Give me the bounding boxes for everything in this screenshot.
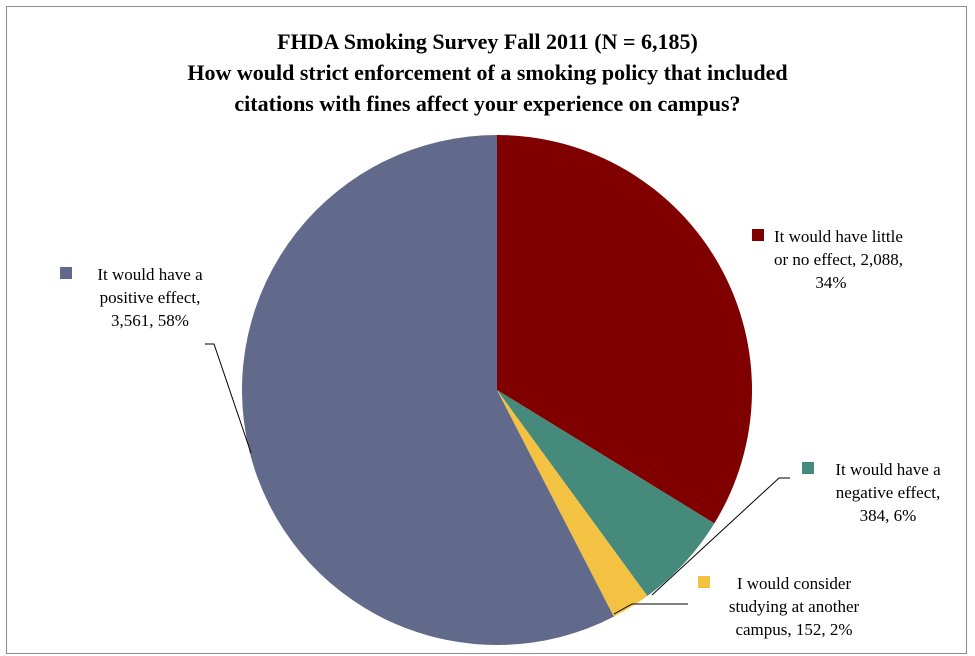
- legend-key-it-would-have-a-positive-effect: [60, 267, 72, 279]
- leader-line-it-would-have-a-negative-effect: [651, 477, 790, 596]
- data-label-line: It would have a: [97, 265, 203, 284]
- data-label-line: 384, 6%: [860, 506, 917, 525]
- pie-slice-it-would-have-a-negative-effect: [497, 390, 715, 596]
- legend-key-i-would-consider-studying-at-another-campus: [698, 576, 710, 588]
- data-label-i-would-consider-studying-at-another-campus: I would consider studying at another campu…: [729, 574, 860, 639]
- data-label-line: or no effect, 2,088,: [774, 250, 903, 269]
- legend-key-it-would-have-little-or-no-effect: [752, 229, 764, 241]
- data-label-line: campus, 152, 2%: [735, 620, 852, 639]
- data-label-line: 34%: [815, 273, 846, 292]
- chart-title-line-3: citations with fines affect your experie…: [234, 91, 741, 116]
- data-label-line: I would consider: [737, 574, 852, 593]
- leader-line-i-would-consider-studying-at-another-campus: [613, 603, 688, 615]
- data-label-it-would-have-a-negative-effect: It would have a negative effect, 384, 6%: [835, 460, 941, 525]
- data-label-line: studying at another: [729, 597, 860, 616]
- pie-slice-i-would-consider-studying-at-another-campus: [497, 390, 648, 617]
- data-label-line: It would have little: [774, 227, 903, 246]
- legend-key-it-would-have-a-negative-effect: [802, 462, 814, 474]
- pie-slice-it-would-have-a-positive-effect: [241, 135, 614, 645]
- pie-slice-it-would-have-little-or-no-effect: [497, 135, 753, 524]
- chart-title: FHDA Smoking Survey Fall 2011 (N = 6,185…: [0, 26, 975, 119]
- data-label-line: positive effect,: [100, 288, 201, 307]
- data-label-line: It would have a: [835, 460, 941, 479]
- data-label-it-would-have-a-positive-effect: It would have a positive effect, 3,561, 58…: [97, 265, 203, 330]
- data-label-it-would-have-little-or-no-effect: It would have little or no effect, 2,088,…: [774, 227, 903, 292]
- data-label-line: 3,561, 58%: [111, 311, 189, 330]
- leader-line-it-would-have-a-positive-effect: [205, 343, 252, 454]
- chart-title-line-1: FHDA Smoking Survey Fall 2011 (N = 6,185…: [277, 29, 698, 54]
- data-label-line: negative effect,: [836, 483, 940, 502]
- chart-title-line-2: How would strict enforcement of a smokin…: [187, 60, 788, 85]
